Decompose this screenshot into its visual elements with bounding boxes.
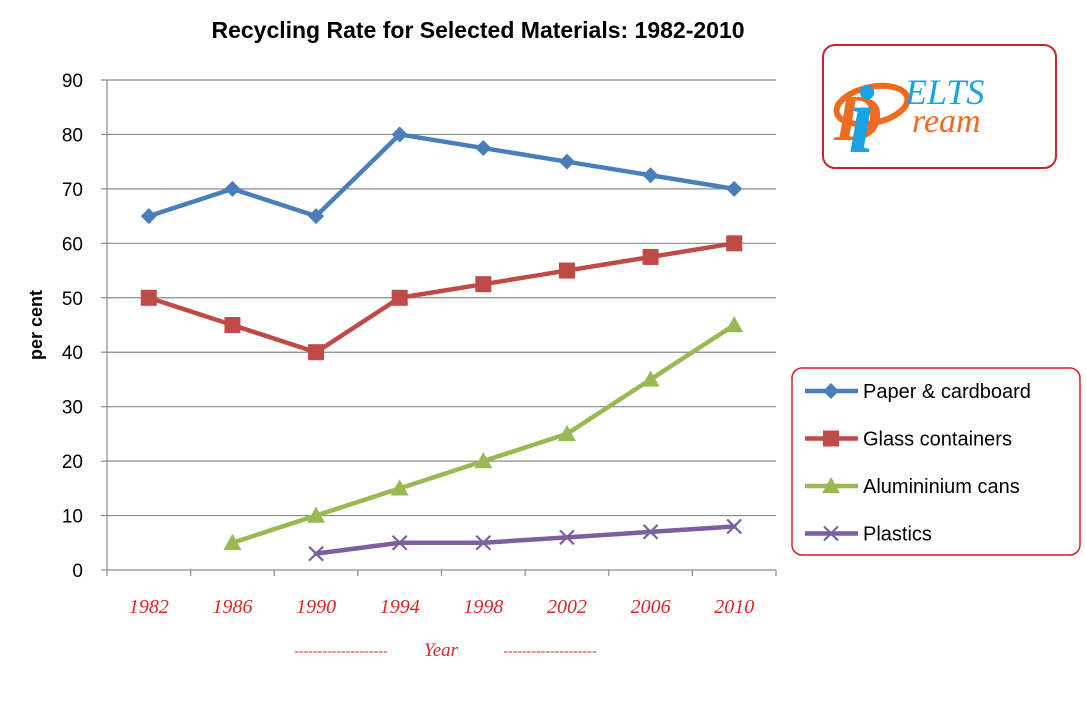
x-tick-label-1982: 1982 (129, 596, 169, 618)
point-paper-cardboard-1994 (391, 126, 408, 143)
point-alumininium-cans-2006 (641, 370, 660, 387)
logo-word-ream: ream (912, 103, 981, 140)
x-tick-label-2006: 2006 (631, 596, 671, 618)
legend-marker-glass-containers (823, 430, 839, 447)
point-glass-containers-2006 (642, 248, 659, 265)
line-alumininium-cans (230, 322, 737, 546)
legend-item-glass-containers: Glass containers (805, 429, 1012, 451)
line-glass-containers (146, 241, 737, 355)
series-alumininium-cans (223, 316, 744, 550)
point-alumininium-cans-1986 (223, 533, 242, 550)
legend-item-paper-cardboard: Paper & cardboard (805, 381, 1031, 403)
point-paper-cardboard-2002 (558, 153, 575, 170)
logo-word-elts: ELTS (904, 72, 984, 112)
y-tick-label-60: 60 (62, 234, 83, 255)
logo-letter-i: i (848, 66, 875, 173)
point-paper-cardboard-1998 (475, 140, 492, 157)
point-paper-cardboard-2010 (726, 180, 743, 197)
y-tick-label-70: 70 (62, 180, 83, 201)
point-glass-containers-1994 (391, 289, 408, 306)
series-layer (140, 126, 744, 562)
legend-item-alumininium-cans: Alumininium cans (805, 476, 1020, 498)
logo-border (822, 44, 1057, 169)
point-glass-containers-2002 (558, 262, 575, 279)
legend-label-alumininium-cans: Alumininium cans (863, 476, 1020, 498)
point-plastics-1990 (308, 545, 324, 562)
y-tick-label-90: 90 (62, 71, 83, 92)
y-tick-label-40: 40 (62, 343, 83, 364)
chart-axes (101, 79, 777, 576)
legend-label-paper-cardboard: Paper & cardboard (863, 381, 1031, 403)
y-tick-label-50: 50 (62, 289, 83, 310)
point-alumininium-cans-2010 (725, 316, 744, 333)
legend-label-plastics: Plastics (863, 524, 932, 546)
point-glass-containers-1986 (224, 317, 241, 333)
point-plastics-2010 (726, 518, 742, 535)
legend-marker-paper-cardboard (823, 383, 839, 399)
legend-item-plastics: Plastics (805, 524, 932, 546)
logo-swoosh (833, 82, 911, 128)
y-tick-label-10: 10 (62, 507, 83, 528)
point-alumininium-cans-1994 (390, 479, 409, 496)
point-glass-containers-2010 (726, 235, 743, 252)
series-plastics (308, 518, 742, 562)
y-tick-label-20: 20 (62, 452, 83, 473)
point-glass-containers-1982 (140, 289, 157, 306)
series-paper-cardboard (140, 126, 743, 225)
x-tick-label-1990: 1990 (296, 596, 336, 618)
point-alumininium-cans-2002 (557, 424, 576, 442)
x-tick-label-1986: 1986 (212, 596, 252, 618)
x-tick-label-2010: 2010 (714, 596, 754, 618)
point-alumininium-cans-1998 (474, 452, 493, 469)
legend-label-glass-containers: Glass containers (863, 429, 1012, 451)
point-paper-cardboard-1990 (308, 208, 325, 225)
point-plastics-1994 (391, 535, 408, 551)
x-axis-ticks: 1982 1986 1990 1994 1998 2002 2006 2010 (129, 596, 754, 618)
series-glass-containers (140, 235, 743, 361)
chart-title: Recycling Rate for Selected Materials: 1… (211, 17, 744, 43)
point-plastics-2006 (642, 524, 659, 540)
ielts-dream-logo: D i ELTS ream (822, 44, 1057, 173)
logo-letter-d: D (833, 82, 882, 155)
y-tick-label-30: 30 (62, 398, 83, 419)
line-paper-cardboard (146, 132, 737, 219)
point-paper-cardboard-2006 (642, 167, 659, 184)
legend-marker-alumininium-cans (822, 477, 840, 494)
point-plastics-2002 (559, 529, 575, 546)
point-alumininium-cans-1990 (307, 506, 326, 523)
y-tick-label-80: 80 (62, 125, 83, 146)
x-tick-label-2002: 2002 (547, 596, 587, 618)
legend: Paper & cardboard Glass containers Alumini… (791, 367, 1081, 556)
legend-box (791, 367, 1081, 556)
point-paper-cardboard-1986 (224, 180, 241, 197)
x-tick-label-1994: 1994 (380, 596, 420, 618)
xlabel-dash-left: -------------------- (294, 644, 388, 659)
grid-lines (107, 79, 776, 517)
point-glass-containers-1998 (475, 276, 492, 293)
y-tick-label-0: 0 (72, 561, 83, 582)
point-paper-cardboard-1982 (140, 208, 157, 225)
y-axis-ticks: 0 10 20 30 40 50 60 70 80 90 (62, 71, 83, 582)
x-axis-label: Year (424, 640, 459, 661)
line-plastics (313, 524, 737, 556)
x-tick-label-1998: 1998 (463, 596, 503, 618)
point-glass-containers-1990 (308, 344, 325, 361)
xlabel-dash-right: -------------------- (503, 644, 597, 659)
y-axis-label: per cent (26, 290, 46, 360)
point-plastics-1998 (475, 535, 492, 551)
legend-marker-plastics (823, 525, 839, 542)
